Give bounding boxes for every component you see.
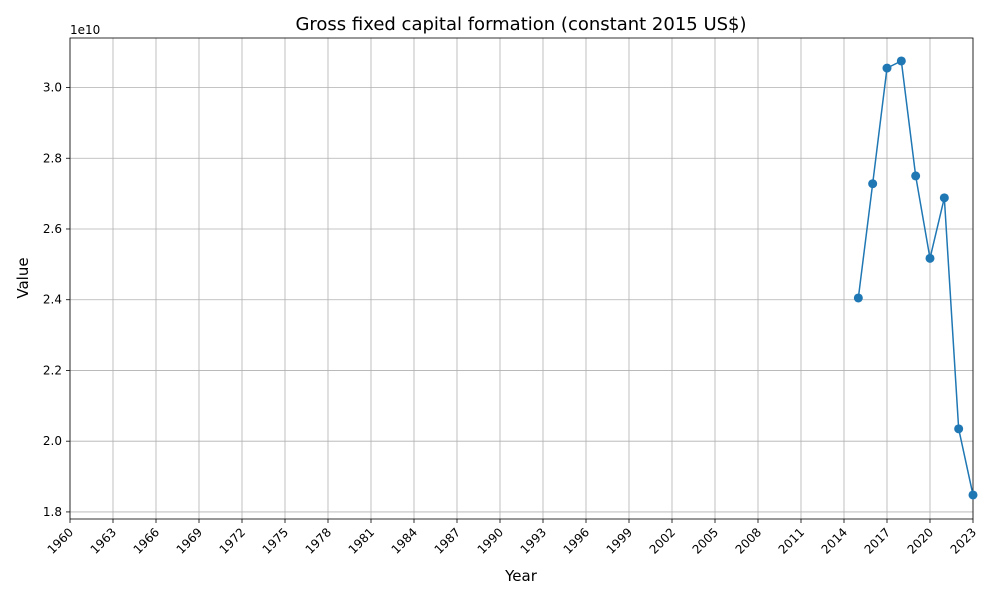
x-tick-label: 2002 [647,525,678,556]
x-tick-label: 1984 [389,525,420,556]
x-tick-label: 1990 [475,525,506,556]
x-tick-label: 2014 [819,525,850,556]
data-point [939,193,949,203]
chart-title: Gross fixed capital formation (constant … [295,14,746,35]
x-tick-label: 1981 [346,525,377,556]
y-tick-label: 2.0 [43,434,62,448]
x-tick-label: 1999 [604,525,635,556]
x-tick-label: 1963 [88,525,119,556]
y-tick-label: 2.6 [43,222,62,236]
plot-frame [69,37,974,520]
data-point [882,63,892,73]
x-tick-label: 1978 [303,525,334,556]
y-tick-label: 2.8 [43,151,62,165]
y-offset-label: 1e10 [70,23,100,37]
x-tick-label: 1969 [174,525,205,556]
data-series [853,56,978,500]
x-tick-label: 1987 [432,525,463,556]
x-tick-label: 2008 [733,525,764,556]
x-tick-label: 2005 [690,525,721,556]
data-point [968,490,978,500]
x-tick-label: 2017 [862,525,893,556]
y-tick-label: 1.8 [43,505,62,519]
x-tick-label: 1960 [45,525,76,556]
y-tick-label: 2.4 [43,293,62,307]
data-point [954,424,964,434]
grid [69,38,974,519]
x-tick-label: 1972 [217,525,248,556]
data-point [868,179,878,189]
x-tick-label: 2023 [948,525,979,556]
x-axis-label: Year [504,567,538,585]
data-point [896,56,906,66]
x-tick-label: 1966 [131,525,162,556]
y-axis-ticks: 1.8 2.0 2.2 2.4 2.6 2.8 3.0 [43,81,70,519]
data-point [925,253,935,263]
x-tick-label: 2020 [905,525,936,556]
x-tick-label: 1975 [260,525,291,556]
y-axis-label: Value [14,257,32,298]
x-tick-label: 1996 [561,525,592,556]
data-point [853,293,863,303]
x-tick-label: 1993 [518,525,549,556]
y-tick-label: 3.0 [43,81,62,95]
data-point [911,171,921,181]
y-tick-label: 2.2 [43,363,62,377]
x-tick-label: 2011 [776,525,807,556]
x-axis-ticks: 1960 1963 1966 1969 1972 1975 1978 1981 1984 1987… [45,519,979,557]
